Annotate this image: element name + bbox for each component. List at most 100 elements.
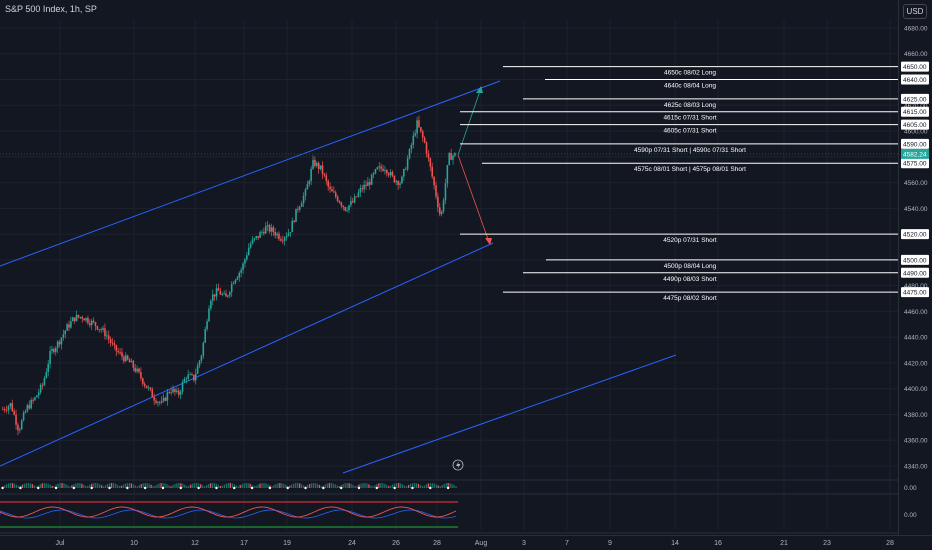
candle[interactable] [238, 272, 241, 278]
candle[interactable] [304, 189, 307, 197]
candle[interactable] [26, 405, 29, 411]
candle[interactable] [247, 247, 250, 256]
candle[interactable] [261, 231, 263, 233]
projection-down-arrow[interactable] [457, 154, 490, 243]
candle[interactable] [128, 359, 131, 363]
candle[interactable] [206, 321, 208, 330]
candle[interactable] [329, 186, 331, 190]
candle[interactable] [47, 364, 49, 372]
candle[interactable] [244, 259, 246, 264]
candle[interactable] [113, 343, 116, 346]
candle[interactable] [221, 294, 224, 295]
candle[interactable] [268, 225, 271, 232]
candle[interactable] [36, 395, 38, 398]
candle[interactable] [281, 240, 284, 242]
candle[interactable] [357, 192, 360, 197]
candle[interactable] [28, 405, 31, 409]
candle[interactable] [168, 391, 171, 393]
candle[interactable] [2, 409, 4, 411]
candle[interactable] [66, 324, 68, 331]
candle[interactable] [387, 173, 390, 176]
candle[interactable] [246, 255, 248, 260]
candle[interactable] [126, 355, 129, 360]
candle[interactable] [71, 317, 74, 322]
candle[interactable] [255, 236, 258, 239]
candle[interactable] [429, 158, 432, 167]
candle[interactable] [45, 371, 48, 378]
candle[interactable] [314, 159, 316, 166]
candle[interactable] [401, 176, 403, 184]
candle[interactable] [446, 165, 449, 184]
candle[interactable] [85, 317, 87, 321]
candle[interactable] [454, 152, 456, 156]
candle[interactable] [321, 165, 324, 174]
candle[interactable] [276, 233, 278, 236]
candle[interactable] [440, 211, 443, 215]
candle[interactable] [423, 137, 426, 143]
candle[interactable] [435, 185, 437, 197]
candle[interactable] [183, 378, 186, 383]
candle[interactable] [191, 374, 193, 376]
candle[interactable] [302, 196, 305, 204]
candle[interactable] [223, 293, 225, 295]
candle[interactable] [444, 183, 447, 201]
candle[interactable] [217, 288, 220, 291]
candle[interactable] [351, 201, 354, 203]
candle[interactable] [176, 390, 178, 392]
candle[interactable] [164, 397, 167, 401]
candle[interactable] [297, 208, 299, 210]
candle[interactable] [251, 239, 254, 244]
candle[interactable] [111, 342, 114, 344]
candle[interactable] [350, 201, 352, 206]
candle[interactable] [106, 335, 108, 337]
candle[interactable] [104, 328, 106, 337]
channel-extension-line[interactable] [342, 354, 677, 474]
candle[interactable] [213, 294, 216, 297]
candle[interactable] [100, 329, 102, 331]
candle[interactable] [227, 295, 229, 297]
candle[interactable] [333, 191, 335, 193]
candle[interactable] [414, 133, 416, 136]
candle[interactable] [372, 173, 375, 175]
candle[interactable] [287, 233, 290, 236]
candle[interactable] [134, 367, 137, 372]
candle[interactable] [425, 142, 428, 154]
candle[interactable] [346, 210, 348, 211]
candle[interactable] [15, 414, 17, 425]
candle[interactable] [395, 181, 398, 183]
candle[interactable] [355, 196, 358, 198]
currency-button[interactable]: USD [903, 4, 927, 19]
candle[interactable] [376, 167, 379, 170]
candle[interactable] [19, 429, 21, 431]
candle[interactable] [53, 348, 55, 353]
candle[interactable] [79, 316, 82, 318]
candle[interactable] [5, 410, 8, 411]
candle[interactable] [340, 202, 343, 206]
candle[interactable] [119, 352, 121, 353]
candle[interactable] [77, 314, 80, 318]
candle[interactable] [204, 329, 207, 343]
candle[interactable] [141, 378, 144, 384]
candle[interactable] [89, 323, 91, 326]
candle[interactable] [242, 263, 244, 270]
candle[interactable] [386, 170, 388, 174]
candle[interactable] [107, 335, 110, 340]
candle[interactable] [211, 294, 214, 301]
candle[interactable] [115, 345, 118, 352]
candle[interactable] [94, 322, 97, 327]
candle[interactable] [236, 277, 239, 280]
candle[interactable] [174, 388, 176, 392]
candle[interactable] [132, 360, 135, 368]
candle[interactable] [361, 188, 364, 190]
candle[interactable] [189, 374, 191, 376]
candle[interactable] [149, 387, 152, 390]
lightning-icon[interactable] [452, 459, 464, 471]
candle[interactable] [202, 342, 205, 356]
candle[interactable] [193, 374, 195, 381]
candle[interactable] [389, 171, 392, 176]
candle[interactable] [145, 385, 148, 389]
candle[interactable] [81, 316, 84, 319]
candle[interactable] [249, 243, 252, 248]
candle[interactable] [319, 165, 322, 170]
candle[interactable] [138, 368, 140, 372]
